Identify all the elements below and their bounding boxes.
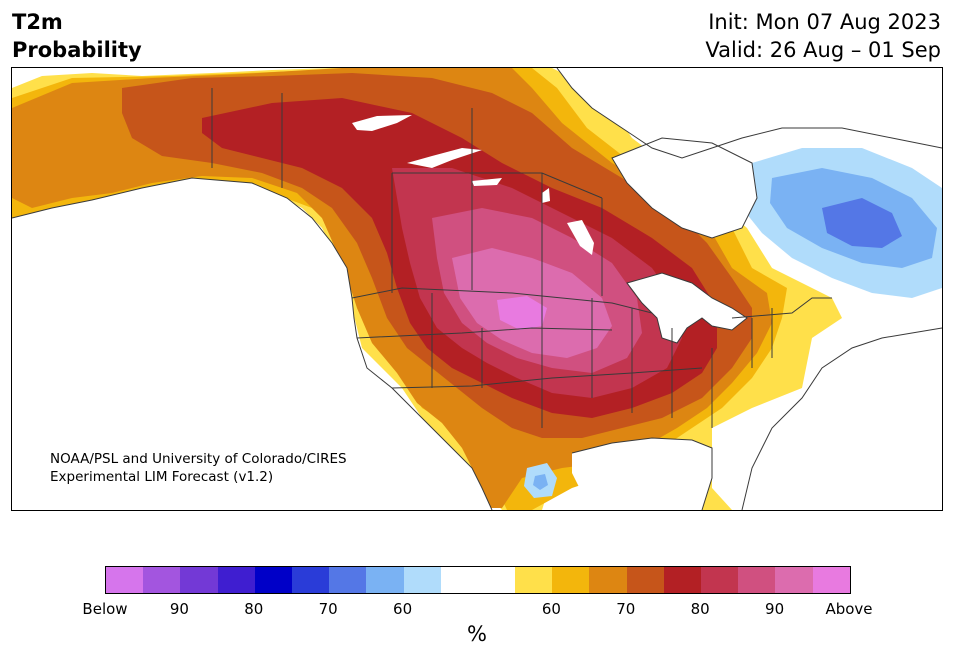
colorbar-segment [217,567,255,593]
colorbar-segment [366,567,404,593]
colorbar-segment [180,567,218,593]
forecast-map[interactable]: NOAA/PSL and University of Colorado/CIRE… [11,67,943,511]
colorbar-tick-label: Below [82,600,128,618]
colorbar-segment [329,567,367,593]
colorbar-segment [403,567,441,593]
colorbar-segment [775,567,813,593]
map-canvas [12,68,942,510]
colorbar-tick-label: 80 [690,600,710,618]
reindeer-lake [542,188,550,203]
political-boundaries [12,68,942,510]
colorbar-segment [663,567,701,593]
init-date: Init: Mon 07 Aug 2023 [708,10,941,34]
map-title: T2m Probability [12,8,142,64]
prob-region-magenta [497,296,547,330]
lake-athabasca [472,178,502,186]
gulf-of-mexico [572,438,712,510]
forecast-dates: Init: Mon 07 Aug 2023 Valid: 26 Aug – 01… [705,8,941,64]
colorbar-segment [143,567,181,593]
colorbar-tick-label: 60 [541,600,561,618]
colorbar-tick-label: 90 [765,600,785,618]
data-credit: NOAA/PSL and University of Colorado/CIRE… [50,450,347,486]
colorbar-segment [738,567,776,593]
colorbar-tick-label: 70 [616,600,636,618]
prob-region-sky-blue-mexico [533,474,548,490]
colorbar-segment [291,567,330,593]
great-slave-lake [407,148,482,168]
colorbar-segment [106,567,144,593]
credit-overlay [12,68,942,510]
colorbar-tick-label: 70 [318,600,338,618]
colorbar-tick-label: 90 [169,600,189,618]
great-lakes [627,273,747,343]
probability-colorbar [105,566,851,594]
credit-line-2: Experimental LIM Forecast (v1.2) [50,469,274,485]
colorbar-segment [626,567,664,593]
hudson-bay [612,138,757,238]
colorbar-segment [477,567,516,593]
valid-dates: Valid: 26 Aug – 01 Sep [705,38,941,62]
colorbar-segment [552,567,590,593]
colorbar-segment [440,567,478,593]
great-bear-lake [352,115,412,131]
credit-line-1: NOAA/PSL and University of Colorado/CIRE… [50,451,347,467]
colorbar-tick-label: Above [825,600,873,618]
colorbar-segment [254,567,292,593]
pacific-ocean [12,178,492,510]
variable-label: T2m [12,10,63,34]
colorbar-segment [515,567,553,593]
lake-winnipeg [567,220,594,255]
colorbar-segment [812,567,850,593]
prob-region-blue [822,198,902,248]
colorbar-unit-label: % [467,622,487,646]
colorbar-segment [589,567,627,593]
product-label: Probability [12,38,142,62]
colorbar-segment [701,567,739,593]
atlantic-ocean [742,328,942,510]
colorbar-tick-label: 60 [393,600,413,618]
colorbar-tick-label: 80 [244,600,264,618]
arctic-ocean [557,68,942,158]
